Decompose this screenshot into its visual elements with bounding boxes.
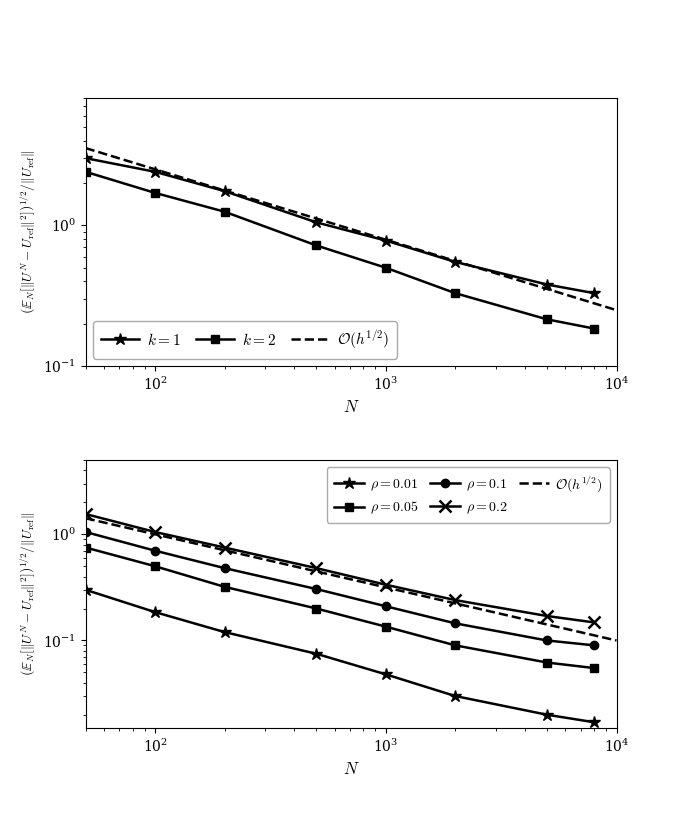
$k = 1$ <box>451 257 460 267</box>
$k = 2$ <box>82 167 90 177</box>
$\rho = 0.1$ <box>382 601 390 611</box>
$\rho = 0.05$ <box>151 561 159 571</box>
$\rho = 0.1$ <box>590 640 598 650</box>
$\rho = 0.01$ <box>382 669 390 679</box>
$k = 2$ <box>590 324 598 334</box>
$\rho = 0.05$ <box>221 582 229 591</box>
Line: $\rho = 0.2$: $\rho = 0.2$ <box>80 509 599 628</box>
$\rho = 0.2$ <box>221 542 229 552</box>
$\rho = 0.2$ <box>82 509 90 519</box>
$k = 2$ <box>382 263 390 272</box>
Line: $k = 2$: $k = 2$ <box>82 168 598 333</box>
$\rho = 0.1$ <box>312 584 321 594</box>
$k = 1$ <box>382 236 390 245</box>
$\rho = 0.01$ <box>543 710 551 720</box>
X-axis label: $N$: $N$ <box>342 761 360 778</box>
$\rho = 0.01$ <box>312 649 321 658</box>
Legend: $k = 1$, $k = 2$, $\mathcal{O}(h^{1/2})$: $k = 1$, $k = 2$, $\mathcal{O}(h^{1/2})$ <box>93 321 397 358</box>
$\rho = 0.2$ <box>382 580 390 590</box>
Line: $\rho = 0.1$: $\rho = 0.1$ <box>82 528 598 649</box>
$k = 1$ <box>221 187 229 196</box>
$k = 2$ <box>221 207 229 217</box>
$\rho = 0.1$ <box>82 527 90 537</box>
$\rho = 0.2$ <box>451 596 460 605</box>
$k = 2$ <box>543 314 551 324</box>
$k = 1$ <box>543 280 551 290</box>
$\rho = 0.01$ <box>82 585 90 595</box>
$\rho = 0.01$ <box>590 717 598 727</box>
$\rho = 0.2$ <box>590 618 598 627</box>
Y-axis label: $\left(\mathbb{E}_N\left[\|U^N - U_{\mathrm{ref}}\|^2\right]\right)^{1/2} / \|U_: $\left(\mathbb{E}_N\left[\|U^N - U_{\mat… <box>18 512 38 676</box>
$\rho = 0.05$ <box>82 542 90 552</box>
$\rho = 0.05$ <box>451 640 460 650</box>
$k = 1$ <box>151 167 159 177</box>
$k = 2$ <box>312 240 321 250</box>
$k = 2$ <box>451 288 460 298</box>
Line: $\rho = 0.05$: $\rho = 0.05$ <box>82 543 598 672</box>
$\rho = 0.2$ <box>543 611 551 621</box>
$\rho = 0.05$ <box>543 658 551 667</box>
$k = 1$ <box>590 288 598 298</box>
$\rho = 0.01$ <box>151 607 159 617</box>
$\rho = 0.1$ <box>151 546 159 555</box>
$\rho = 0.1$ <box>543 636 551 645</box>
$\rho = 0.2$ <box>312 564 321 573</box>
$k = 1$ <box>312 218 321 227</box>
$k = 1$ <box>82 153 90 163</box>
$\rho = 0.01$ <box>451 691 460 701</box>
$\rho = 0.05$ <box>590 663 598 673</box>
Line: $k = 1$: $k = 1$ <box>79 152 600 299</box>
Line: $\rho = 0.01$: $\rho = 0.01$ <box>79 583 600 729</box>
X-axis label: $N$: $N$ <box>342 398 360 416</box>
$\rho = 0.1$ <box>451 618 460 628</box>
$\rho = 0.01$ <box>221 627 229 637</box>
$\rho = 0.2$ <box>151 527 159 537</box>
Legend: $\rho = 0.01$, $\rho = 0.05$, $\rho = 0.1$, $\rho = 0.2$, $\mathcal{O}(h^{1/2})$: $\rho = 0.01$, $\rho = 0.05$, $\rho = 0.… <box>327 467 610 524</box>
$\rho = 0.05$ <box>382 622 390 631</box>
$\rho = 0.1$ <box>221 564 229 573</box>
$k = 2$ <box>151 188 159 198</box>
$\rho = 0.05$ <box>312 604 321 614</box>
Y-axis label: $\left(\mathbb{E}_N\left[\|U^N - U_{\mathrm{ref}}\|^2\right]\right)^{1/2} / \|U_: $\left(\mathbb{E}_N\left[\|U^N - U_{\mat… <box>18 150 38 314</box>
